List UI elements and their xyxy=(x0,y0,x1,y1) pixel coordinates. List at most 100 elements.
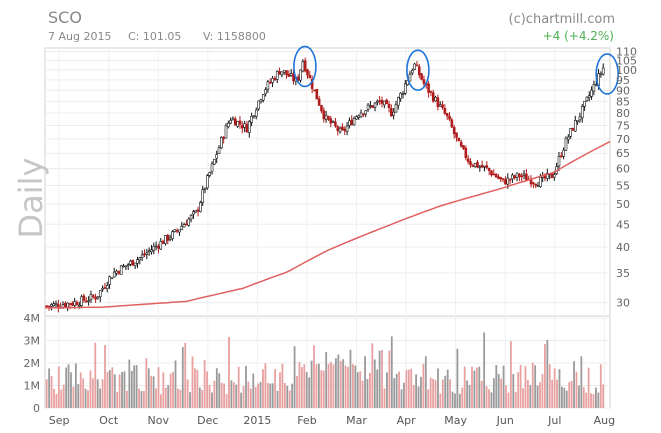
volume-bar xyxy=(407,369,410,408)
price-grid xyxy=(45,50,610,304)
candle xyxy=(87,296,90,306)
volume-bar xyxy=(215,368,218,408)
volume-bar xyxy=(55,393,58,408)
volume-bar xyxy=(94,342,97,408)
time-tick-label: May xyxy=(444,414,467,427)
candle xyxy=(557,151,561,172)
volume-bar xyxy=(225,394,228,408)
candle xyxy=(206,173,209,190)
volume-tick-label: 1M xyxy=(24,380,41,393)
time-tick-label: Dec xyxy=(197,414,218,427)
volume-bar xyxy=(271,383,274,408)
candle xyxy=(187,217,191,227)
candle xyxy=(376,99,379,106)
candle xyxy=(499,176,503,183)
volume-bar xyxy=(87,390,89,408)
candle xyxy=(399,92,402,102)
candle xyxy=(199,200,202,213)
candle xyxy=(373,102,377,112)
candle xyxy=(194,209,198,214)
candle xyxy=(254,107,258,120)
volume-bar xyxy=(245,365,247,408)
volume-bar xyxy=(140,391,143,408)
candle xyxy=(124,265,128,271)
candle xyxy=(210,161,214,175)
time-tick-label: Mar xyxy=(346,414,367,427)
price-tick-label: 65 xyxy=(616,147,630,160)
candle xyxy=(266,79,270,93)
candle xyxy=(143,249,146,258)
candle xyxy=(243,120,246,133)
candle xyxy=(417,63,421,79)
candle xyxy=(259,98,263,104)
volume-bar xyxy=(169,373,172,408)
volume-bar xyxy=(563,387,566,408)
candle xyxy=(469,158,472,168)
candle xyxy=(103,282,107,290)
price-tick-label: 80 xyxy=(616,107,630,120)
candle xyxy=(89,290,93,303)
volume-bar xyxy=(534,365,537,408)
volume-bar xyxy=(133,365,136,408)
candle xyxy=(45,305,48,308)
volume-bar xyxy=(582,387,585,408)
candle xyxy=(403,79,407,96)
volume-bar xyxy=(568,382,571,408)
volume-bar xyxy=(108,370,111,408)
volume-bar xyxy=(512,374,515,408)
candle xyxy=(501,178,505,183)
price-tick-label: 30 xyxy=(616,297,630,310)
candle xyxy=(303,57,307,73)
candle xyxy=(133,262,137,269)
price-tick-label: 110 xyxy=(616,45,637,58)
volume-bar xyxy=(361,380,364,408)
volume-bar xyxy=(427,389,430,408)
volume-bar xyxy=(342,359,345,408)
volume-bar xyxy=(415,374,417,408)
volume-bar xyxy=(434,380,437,408)
volume-bar xyxy=(602,384,605,408)
volume-bar xyxy=(495,365,498,408)
volume-bar xyxy=(587,367,590,408)
volume-bar xyxy=(48,368,51,408)
candle xyxy=(383,100,386,109)
volume-bar xyxy=(570,380,573,408)
volume-bar xyxy=(293,346,296,408)
volume-bar xyxy=(208,385,211,408)
volume-bar xyxy=(531,362,534,408)
volume-bar xyxy=(458,393,461,408)
price-tick-label: 70 xyxy=(616,133,630,146)
volume-bar xyxy=(160,394,162,408)
candle xyxy=(413,62,416,71)
volume-bar xyxy=(412,384,415,408)
candle xyxy=(336,125,340,136)
volume-bar xyxy=(223,383,226,408)
candle xyxy=(164,235,167,246)
volume-tick-label: 4M xyxy=(24,312,41,325)
volume-bar xyxy=(330,361,332,408)
candle xyxy=(154,241,158,251)
volume-bar xyxy=(298,362,301,408)
candle xyxy=(105,281,109,293)
candle xyxy=(261,94,265,103)
volume-bar xyxy=(279,372,281,408)
candle xyxy=(252,115,256,119)
volume-bar xyxy=(393,378,396,408)
candle xyxy=(532,181,535,189)
candle xyxy=(189,214,193,223)
volume-bar xyxy=(410,368,413,408)
volume-bar xyxy=(152,376,155,408)
volume-bar xyxy=(509,341,512,408)
candle xyxy=(331,120,335,124)
volume-bar xyxy=(488,389,490,408)
time-tick-label: Apr xyxy=(397,414,417,427)
candle xyxy=(385,98,388,104)
candle xyxy=(50,303,53,311)
volume-bar xyxy=(344,365,347,408)
candle xyxy=(585,96,589,102)
candle xyxy=(257,100,260,111)
volume-bar xyxy=(281,363,284,408)
volume-bar xyxy=(70,372,72,408)
volume-bar xyxy=(145,358,148,408)
volume-bar xyxy=(553,368,556,408)
